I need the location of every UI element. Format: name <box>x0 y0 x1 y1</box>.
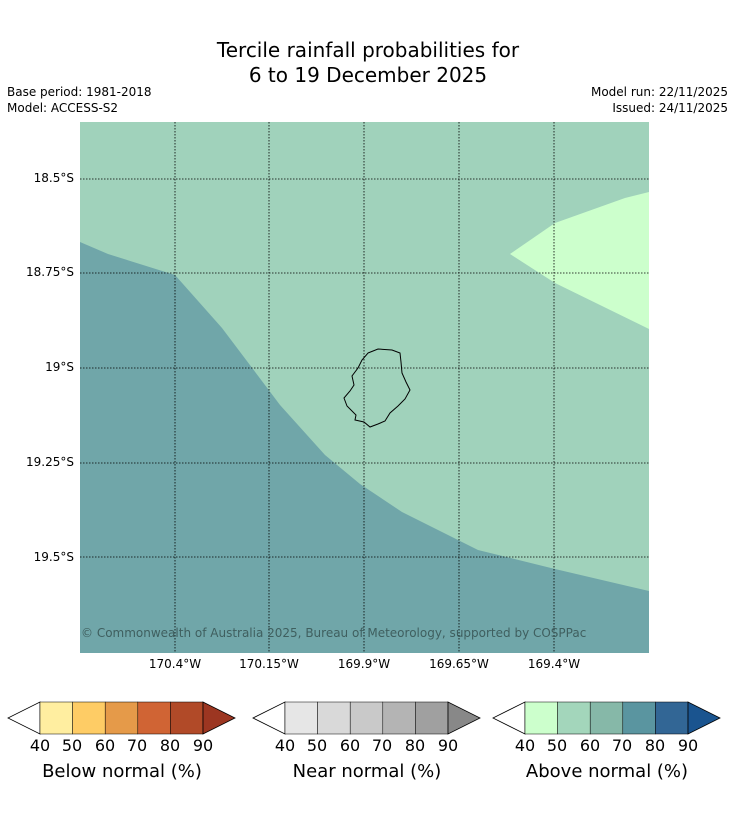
tick-label: 50 <box>546 736 568 755</box>
title-line-2: 6 to 19 December 2025 <box>248 63 488 87</box>
niue-coastline <box>343 348 411 428</box>
lon-label-4: 169.65°W <box>429 657 489 671</box>
lat-label-3: 19°S <box>45 360 74 374</box>
model-name: Model: ACCESS-S2 <box>7 101 119 115</box>
tick-label: 60 <box>94 736 116 755</box>
issued-date: Issued: 24/11/2025 <box>612 101 728 115</box>
colorbar-above-label: Above normal (%) <box>525 761 689 782</box>
tick-label: 40 <box>274 736 296 755</box>
gridlines <box>80 122 649 653</box>
tick-label: 80 <box>404 736 426 755</box>
lat-label-5: 19.5°S <box>33 550 74 564</box>
meta-left: Base period: 1981-2018 Model: ACCESS-S2 <box>7 84 152 116</box>
tick-label: 80 <box>159 736 181 755</box>
lat-label-4: 19.25°S <box>26 455 74 469</box>
map-title: Tercile rainfall probabilities for 6 to … <box>0 38 736 88</box>
lat-label-1: 18.5°S <box>33 171 74 185</box>
region-above-40 <box>510 192 649 329</box>
lon-label-5: 169.4°W <box>527 657 581 671</box>
tick-label: 60 <box>339 736 361 755</box>
meta-right: Model run: 22/11/2025 Issued: 24/11/2025 <box>591 84 728 116</box>
tick-label: 40 <box>514 736 536 755</box>
tick-label: 70 <box>126 736 148 755</box>
lon-label-1: 170.4°W <box>148 657 202 671</box>
colorbar-below-label: Below normal (%) <box>42 761 202 782</box>
tick-label: 70 <box>371 736 393 755</box>
tick-label: 90 <box>677 736 699 755</box>
lat-label-2: 18.75°S <box>26 265 74 279</box>
tick-label: 80 <box>644 736 666 755</box>
lon-label-2: 170.15°W <box>239 657 299 671</box>
tick-label: 50 <box>61 736 83 755</box>
tick-label: 60 <box>579 736 601 755</box>
tick-label: 70 <box>611 736 633 755</box>
lon-label-3: 169.9°W <box>337 657 391 671</box>
tick-label: 90 <box>437 736 459 755</box>
tick-label: 90 <box>192 736 214 755</box>
region-above-70 <box>80 242 649 653</box>
base-period: Base period: 1981-2018 <box>7 85 152 99</box>
model-run: Model run: 22/11/2025 <box>590 85 728 99</box>
colorbar-near-label: Near normal (%) <box>292 761 442 782</box>
title-line-1: Tercile rainfall probabilities for <box>216 38 520 62</box>
copyright-notice: © Commonwealth of Australia 2025, Bureau… <box>81 626 587 640</box>
tick-label: 40 <box>29 736 51 755</box>
tick-label: 50 <box>306 736 328 755</box>
